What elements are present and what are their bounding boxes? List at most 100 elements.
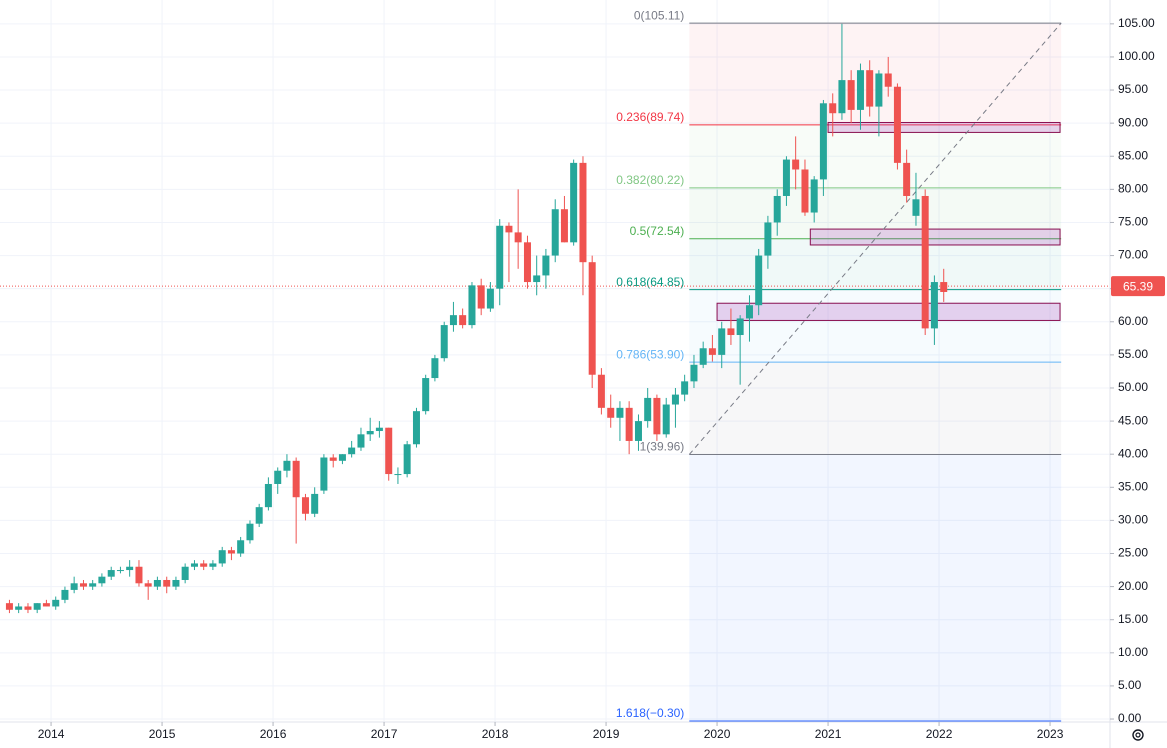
x-tick-label: 2014 [38, 727, 65, 741]
candle-body [459, 315, 467, 326]
candle-body [116, 570, 124, 572]
candle-body [542, 255, 550, 276]
fib-label: 1.618(−0.30) [616, 706, 684, 720]
fib-band [689, 362, 1062, 455]
y-tick-label: 30.00 [1118, 513, 1148, 527]
gear[interactable] [1132, 729, 1144, 741]
fib-label: 0.5(72.54) [630, 224, 685, 238]
candle-body [246, 523, 254, 541]
candle-body [819, 103, 827, 180]
last-price-label: 65.39 [1123, 279, 1153, 293]
candle-body [736, 318, 744, 336]
candle-body [551, 209, 559, 256]
candle-body [486, 288, 494, 309]
candle-body [181, 566, 189, 580]
fib-band [689, 187, 1062, 239]
candle-body [847, 80, 855, 110]
y-tick-label: 35.00 [1118, 479, 1148, 493]
y-tick-label: 50.00 [1118, 380, 1148, 394]
candle-body [496, 225, 504, 289]
candle-body [745, 305, 753, 319]
candle-body [320, 457, 328, 491]
fib-band [689, 289, 1062, 363]
candle-body [838, 80, 846, 114]
candle-body [921, 195, 929, 329]
candle-body [755, 255, 763, 306]
candle-body [42, 603, 50, 607]
y-tick-label: 90.00 [1118, 115, 1148, 129]
candle-body [338, 454, 346, 461]
candle-body [829, 103, 837, 114]
candle-body [810, 179, 818, 213]
candle-body [764, 222, 772, 256]
y-tick-label: 100.00 [1118, 49, 1155, 63]
y-tick-label: 75.00 [1118, 215, 1148, 229]
candle-body [607, 407, 615, 418]
y-tick-label: 45.00 [1118, 413, 1148, 427]
candle-body [366, 431, 374, 435]
x-tick-label: 2017 [371, 727, 398, 741]
candle-body [940, 282, 948, 292]
x-tick-label: 2016 [260, 727, 287, 741]
candle-body [274, 470, 282, 484]
candle-body [190, 563, 198, 567]
candle-body [15, 606, 23, 610]
candle-body [153, 579, 161, 587]
candle-body [218, 550, 226, 564]
candle-body [681, 381, 689, 395]
candle-body [98, 576, 106, 584]
candle-body [792, 159, 800, 170]
plot: 0(105.11) 0.236(89.74) 0.382(80.22) 0.5(72.… [0, 0, 1110, 722]
candle-body [912, 199, 920, 216]
fib-label: 1(39.96) [640, 440, 685, 454]
candle-body [329, 457, 337, 461]
y-tick-label: 0.00 [1118, 711, 1142, 725]
candle-body [394, 474, 402, 476]
y-tick-label: 15.00 [1118, 612, 1148, 626]
settings-icon[interactable] [1132, 729, 1144, 741]
gear-center[interactable] [1135, 732, 1141, 738]
candle-body [597, 374, 605, 408]
candle-body [412, 411, 420, 445]
candle-body [505, 225, 513, 233]
candle-body [200, 563, 208, 567]
x-tick-label: 2022 [926, 727, 953, 741]
trend-line [688, 22, 1062, 455]
candle-body [292, 460, 300, 498]
y-tick-label: 25.00 [1118, 546, 1148, 560]
candle-body [653, 397, 661, 435]
candle-body [135, 566, 143, 584]
candle-body [699, 348, 707, 365]
candle-body [422, 378, 430, 412]
candle-body [5, 603, 13, 610]
candle-body [375, 427, 383, 432]
candle-body [523, 242, 531, 283]
candle-body [264, 483, 272, 508]
x-tick-label: 2019 [593, 727, 620, 741]
zone [809, 228, 1061, 246]
candle-body [403, 444, 411, 475]
x-tick-label: 2020 [704, 727, 731, 741]
y-tick-label: 95.00 [1118, 82, 1148, 96]
candle-body [107, 570, 115, 577]
candle-body [385, 427, 393, 475]
fib-band [689, 124, 1062, 188]
candle-body [255, 507, 263, 524]
candle-body [79, 583, 87, 587]
y-tick-label: 40.00 [1118, 446, 1148, 460]
candle-body [163, 579, 171, 587]
y-tick-label: 10.00 [1118, 645, 1148, 659]
last-price-badge [1111, 276, 1165, 297]
candle-body [801, 169, 809, 213]
candle-body [533, 275, 541, 283]
candle-body [301, 497, 309, 514]
candle-body [884, 73, 892, 87]
y-tick-label: 70.00 [1118, 248, 1148, 262]
candle-body [348, 447, 356, 455]
x-tick-label: 2021 [815, 727, 842, 741]
candle-body [24, 606, 32, 610]
candle-body [560, 209, 568, 243]
candle-body [468, 285, 476, 326]
y-tick-label: 60.00 [1118, 314, 1148, 328]
